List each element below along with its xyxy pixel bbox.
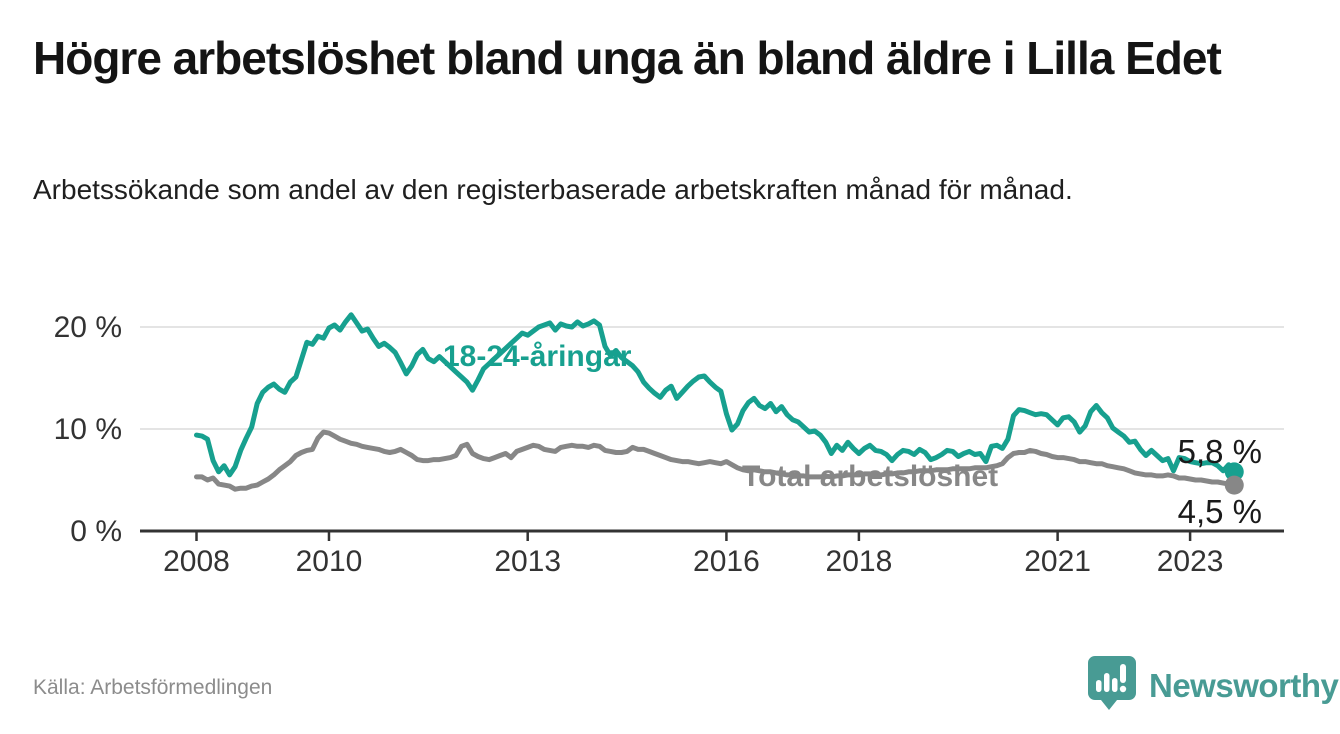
series-end-value-label: 5,8 % <box>1178 433 1262 470</box>
newsworthy-logo-icon <box>1087 655 1137 716</box>
series-inline-label: 18-24-åringar <box>443 340 632 373</box>
x-axis-tick-label: 2010 <box>296 545 363 578</box>
series-end-value-label: 4,5 % <box>1178 493 1262 530</box>
series-end-dot-youth <box>1224 462 1244 482</box>
newsworthy-branding: Newsworthy <box>1087 655 1339 716</box>
source-note: Källa: Arbetsförmedlingen <box>33 676 273 699</box>
series-line-youth <box>194 312 1237 478</box>
x-axis-tick-label: 2008 <box>163 545 230 578</box>
y-axis-tick-label: 20 % <box>54 311 122 344</box>
x-axis-tick-label: 2016 <box>693 545 760 578</box>
series-end-dot-total <box>1224 475 1244 495</box>
series-line-total <box>194 429 1237 492</box>
x-axis-tick-label: 2023 <box>1157 545 1224 578</box>
y-axis-tick-label: 0 % <box>70 515 122 548</box>
y-axis-tick-label: 10 % <box>54 413 122 446</box>
newsworthy-wordmark: Newsworthy <box>1149 666 1339 704</box>
chart-title: Högre arbetslöshet bland unga än bland ä… <box>33 32 1222 84</box>
chart-subtitle: Arbetssökande som andel av den registerb… <box>33 174 1073 205</box>
x-axis-tick-label: 2021 <box>1024 545 1091 578</box>
x-axis-tick-label: 2013 <box>494 545 561 578</box>
x-axis-tick-label: 2018 <box>826 545 893 578</box>
series-inline-label: Total arbetslöshet <box>742 460 998 493</box>
